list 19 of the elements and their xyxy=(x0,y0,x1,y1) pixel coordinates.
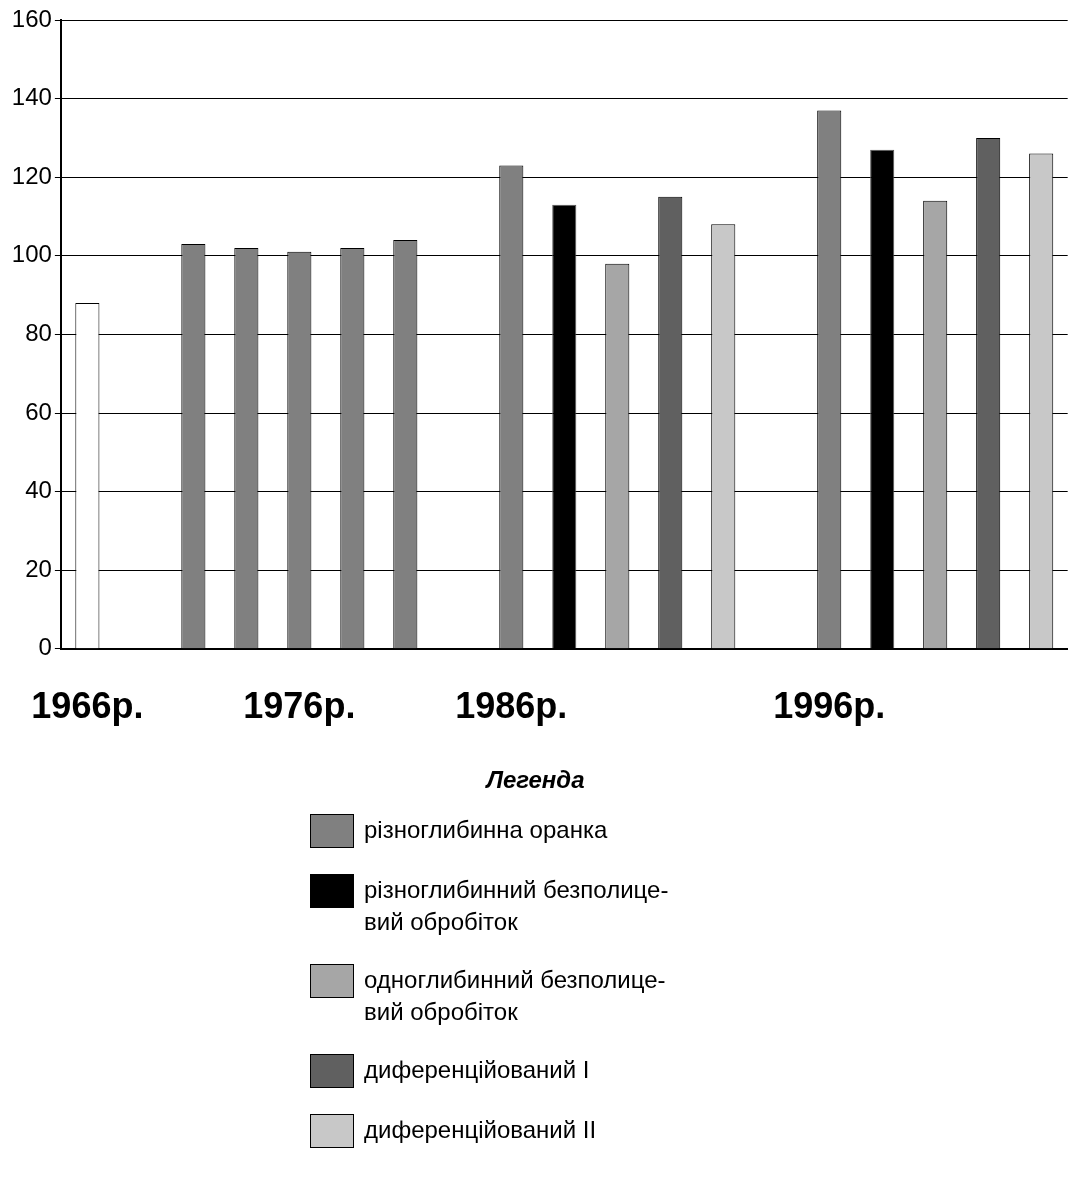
y-tick-label: 60 xyxy=(25,397,52,425)
x-tick-label: 1986р. xyxy=(455,685,568,727)
y-tick-label: 120 xyxy=(11,161,52,189)
y-tick-label: 160 xyxy=(11,4,52,32)
y-tick-label: 0 xyxy=(38,633,52,661)
y-tick-label: 40 xyxy=(25,476,52,504)
x-tick-label: 1976р. xyxy=(243,685,356,727)
legend-label: одноглибинний безполице-вий обробіток xyxy=(364,965,667,1027)
legend-label: диференційований II xyxy=(364,1115,597,1145)
y-tick-label: 80 xyxy=(25,319,52,347)
legend-title: Легенда xyxy=(484,766,586,794)
y-tick-label: 140 xyxy=(11,83,52,111)
y-tick-label: 20 xyxy=(25,554,52,582)
y-tick-label: 100 xyxy=(11,240,52,268)
x-tick-label: 1996р. xyxy=(773,685,886,727)
x-tick-label: 1966р. xyxy=(31,685,144,727)
legend-label: різноглибинний безполице-вий обробіток xyxy=(364,875,670,937)
legend-label: різноглибинна оранка xyxy=(364,815,608,845)
legend-label: диференційований I xyxy=(364,1055,590,1085)
